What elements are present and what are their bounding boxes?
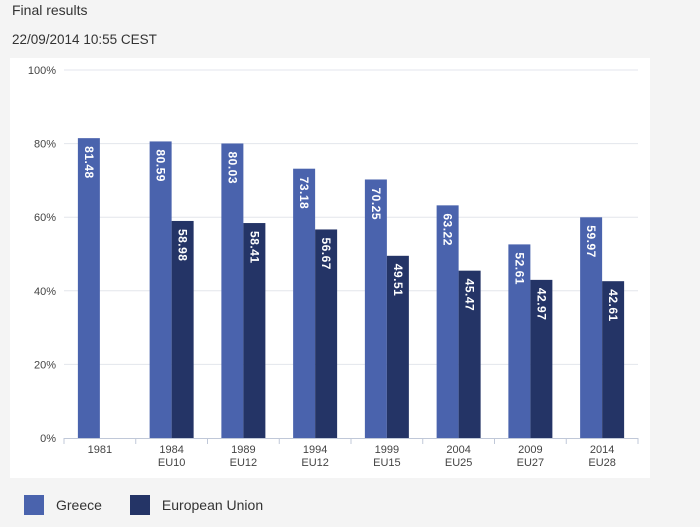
legend-swatch-greece bbox=[24, 495, 44, 515]
chart-panel: 0% 20% 40% 60% 80% 100% 1981 81.48 1984 EU10 80.59… bbox=[10, 58, 650, 478]
bar-value-label: 81.48 bbox=[82, 146, 96, 179]
bar-value-label: 42.61 bbox=[606, 289, 620, 322]
bar-greece-1994[interactable] bbox=[293, 168, 316, 438]
y-tick-label: 20% bbox=[34, 359, 56, 371]
results-timestamp: 22/09/2014 10:55 CEST bbox=[12, 32, 157, 47]
page-title: Final results bbox=[12, 2, 88, 18]
x-tick-label-group: EU28 bbox=[588, 457, 616, 469]
bar-greece-1999[interactable] bbox=[364, 179, 387, 438]
bar-greece-1981[interactable] bbox=[77, 138, 100, 438]
y-tick-label: 0% bbox=[40, 433, 56, 445]
bar-greece-1984[interactable] bbox=[149, 141, 172, 438]
bar-greece-1989[interactable] bbox=[221, 143, 244, 438]
y-tick-label: 100% bbox=[28, 65, 56, 77]
bar-value-label: 80.59 bbox=[154, 149, 168, 182]
legend-swatch-european-union bbox=[129, 495, 150, 515]
bar-value-label: 63.22 bbox=[441, 213, 455, 246]
x-tick-label-group: EU10 bbox=[158, 457, 186, 469]
x-tick-label-year: 1994 bbox=[303, 444, 327, 456]
legend-label-european-union: European Union bbox=[161, 497, 264, 513]
x-tick-label-group: EU12 bbox=[230, 457, 258, 469]
legend-label-greece: Greece bbox=[56, 497, 102, 513]
bar-value-label: 52.61 bbox=[512, 252, 526, 285]
bar-european-union-2004[interactable] bbox=[458, 270, 481, 438]
bar-european-union-1984[interactable] bbox=[171, 220, 194, 438]
legend-item-european-union[interactable]: European Union bbox=[129, 495, 264, 515]
bar-greece-2009[interactable] bbox=[508, 244, 531, 438]
bar-european-union-1989[interactable] bbox=[243, 223, 266, 438]
x-tick-label-group: EU27 bbox=[517, 457, 545, 469]
bar-value-label: 45.47 bbox=[463, 279, 477, 312]
bar-value-label: 42.97 bbox=[534, 288, 548, 321]
x-tick-label-group: EU25 bbox=[445, 457, 473, 469]
bar-value-label: 73.18 bbox=[297, 177, 311, 210]
y-tick-label: 60% bbox=[34, 212, 56, 224]
bar-value-label: 80.03 bbox=[225, 151, 239, 184]
bar-greece-2004[interactable] bbox=[436, 205, 459, 438]
x-tick-label-group: EU15 bbox=[373, 457, 401, 469]
x-tick-label-year: 1984 bbox=[159, 444, 183, 456]
bar-value-label: 59.97 bbox=[584, 225, 598, 258]
x-tick-label-year: 1999 bbox=[375, 444, 399, 456]
bar-value-label: 70.25 bbox=[369, 187, 383, 220]
bar-greece-2014[interactable] bbox=[580, 217, 603, 438]
bar-value-label: 58.41 bbox=[247, 231, 261, 264]
x-tick-label-year: 1981 bbox=[88, 444, 112, 456]
bar-european-union-2014[interactable] bbox=[602, 281, 625, 438]
legend-item-greece[interactable]: Greece bbox=[24, 495, 102, 515]
bar-european-union-1999[interactable] bbox=[386, 255, 409, 438]
x-tick-label-group: EU12 bbox=[301, 457, 329, 469]
bar-value-label: 49.51 bbox=[391, 264, 405, 297]
bar-value-label: 58.98 bbox=[176, 229, 190, 262]
y-tick-label: 80% bbox=[34, 139, 56, 151]
bar-value-label: 56.67 bbox=[319, 237, 333, 270]
y-tick-label: 40% bbox=[34, 286, 56, 298]
bar-european-union-1994[interactable] bbox=[315, 229, 338, 438]
x-tick-label-year: 1989 bbox=[231, 444, 255, 456]
bar-european-union-2009[interactable] bbox=[530, 279, 553, 438]
x-tick-label-year: 2009 bbox=[518, 444, 542, 456]
x-tick-label-year: 2004 bbox=[446, 444, 470, 456]
chart-legend: Greece European Union bbox=[24, 493, 291, 517]
x-tick-label-year: 2014 bbox=[590, 444, 614, 456]
